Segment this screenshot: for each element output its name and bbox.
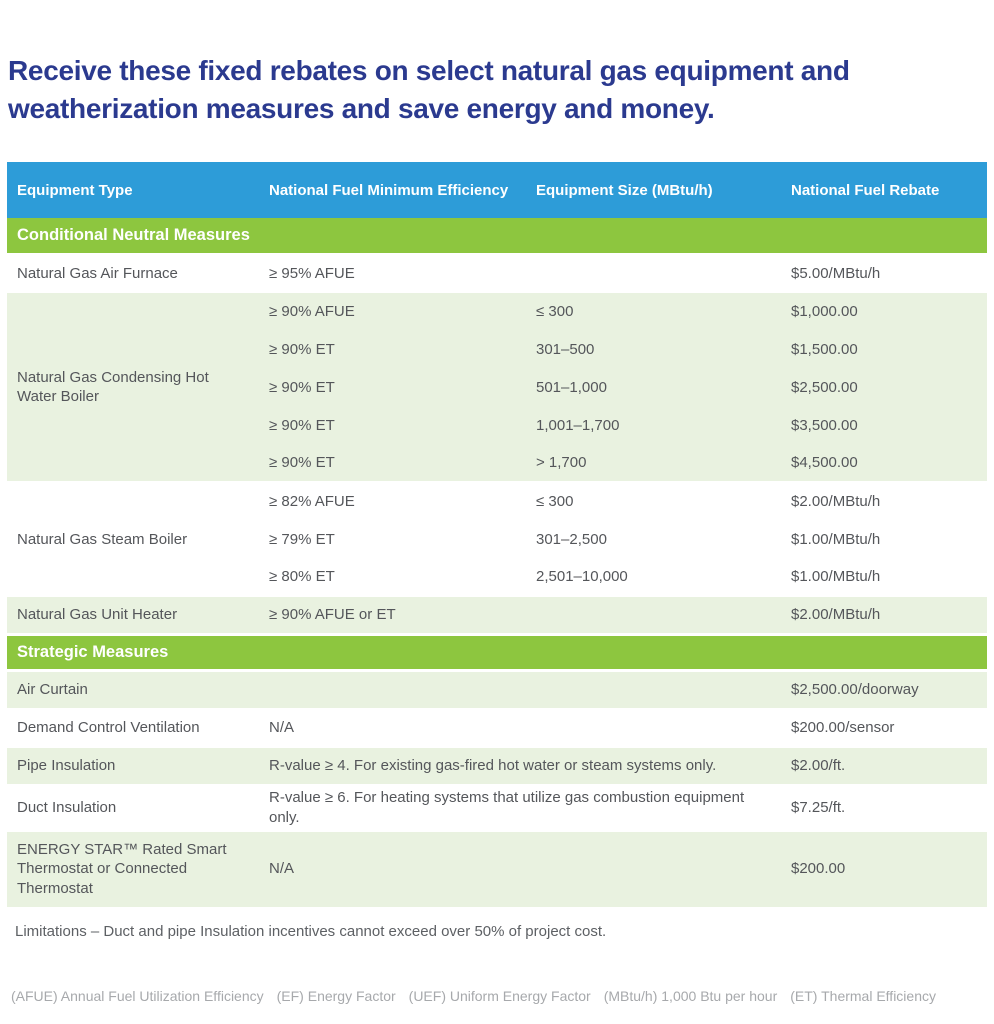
- footnote-item: (EF) Energy Factor: [276, 988, 396, 1005]
- equipment-cell: Natural Gas Air Furnace: [7, 253, 259, 293]
- rebate-table: Equipment Type National Fuel Minimum Eff…: [7, 162, 987, 908]
- efficiency-cell: ≥ 95% AFUE: [259, 253, 526, 293]
- size-cell: 1,001–1,700: [526, 406, 781, 445]
- limitations-note: Limitations – Duct and pipe Insulation i…: [15, 923, 607, 941]
- equipment-cell: Natural Gas Unit Heater: [7, 595, 259, 635]
- rebate-cell: $4,500.00: [781, 444, 987, 483]
- efficiency-cell: ≥ 90% AFUE or ET: [259, 595, 526, 635]
- size-cell: 301–500: [526, 330, 781, 369]
- equipment-cell: Natural Gas Steam Boiler: [7, 481, 259, 597]
- efficiency-cell: ≥ 90% ET: [259, 330, 526, 369]
- rebate-cell: $1.00/MBtu/h: [781, 520, 987, 559]
- table-row: ≥ 80% ET 2,501–10,000 $1.00/MBtu/h: [7, 558, 987, 597]
- rebate-cell: $7.25/ft.: [781, 784, 987, 831]
- efficiency-cell: [259, 669, 526, 710]
- equipment-cell: Duct Insulation: [7, 784, 259, 831]
- rebate-cell: $1.00/MBtu/h: [781, 558, 987, 597]
- rebate-cell: $3,500.00: [781, 406, 987, 445]
- rebate-cell: $2,500.00/doorway: [781, 669, 987, 710]
- page-title: Receive these fixed rebates on select na…: [8, 55, 850, 125]
- efficiency-cell: N/A: [259, 829, 526, 908]
- footnote-item: (AFUE) Annual Fuel Utilization Efficienc…: [11, 988, 264, 1005]
- table-row: Natural Gas Air Furnace ≥ 95% AFUE $5.00/M…: [7, 253, 987, 293]
- efficiency-cell: ≥ 79% ET: [259, 520, 526, 559]
- equipment-cell: Demand Control Ventilation: [7, 708, 259, 748]
- efficiency-cell: ≥ 82% AFUE: [259, 481, 526, 521]
- size-cell: [526, 253, 781, 293]
- table-row: Duct Insulation R-value ≥ 6. For heating …: [7, 784, 987, 831]
- section-band-row: Strategic Measures: [7, 633, 987, 673]
- footnote-item: (MBtu/h) 1,000 Btu per hour: [603, 988, 778, 1005]
- equipment-cell: Air Curtain: [7, 669, 259, 710]
- footnote-item: (ET) Thermal Efficiency: [790, 988, 936, 1005]
- size-cell: [526, 829, 781, 908]
- efficiency-cell: R-value ≥ 6. For heating systems that ut…: [259, 784, 781, 831]
- size-cell: [526, 669, 781, 710]
- efficiency-cell: ≥ 90% ET: [259, 406, 526, 445]
- table-row: ≥ 90% ET 1,001–1,700 $3,500.00: [7, 406, 987, 445]
- column-header-equipment-type: Equipment Type: [7, 162, 259, 219]
- table-row: ≥ 79% ET 301–2,500 $1.00/MBtu/h: [7, 520, 987, 559]
- table-row: ≥ 90% ET 501–1,000 $2,500.00: [7, 368, 987, 407]
- efficiency-cell: ≥ 90% ET: [259, 444, 526, 483]
- rebate-cell: $200.00/sensor: [781, 708, 987, 748]
- size-cell: ≤ 300: [526, 291, 781, 331]
- rebate-cell: $2.00/MBtu/h: [781, 481, 987, 521]
- efficiency-cell: N/A: [259, 708, 526, 748]
- size-cell: [526, 595, 781, 635]
- rebate-table-body: Conditional Neutral Measures Natural Gas …: [7, 218, 987, 908]
- rebate-cell: $200.00: [781, 829, 987, 908]
- efficiency-cell: ≥ 90% ET: [259, 368, 526, 407]
- column-header-equipment-size: Equipment Size (MBtu/h): [526, 162, 781, 219]
- size-cell: > 1,700: [526, 444, 781, 483]
- table-row: ENERGY STAR™ Rated Smart Thermostat or C…: [7, 829, 987, 908]
- rebate-cell: $2.00/MBtu/h: [781, 595, 987, 635]
- table-row: Demand Control Ventilation N/A $200.00/sen…: [7, 708, 987, 748]
- abbreviation-footnotes: (AFUE) Annual Fuel Utilization Efficienc…: [11, 988, 987, 1004]
- rebate-cell: $1,000.00: [781, 291, 987, 331]
- rebate-cell: $1,500.00: [781, 330, 987, 369]
- section-band-row: Conditional Neutral Measures: [7, 218, 987, 256]
- column-header-rebate: National Fuel Rebate: [781, 162, 987, 219]
- efficiency-cell: ≥ 90% AFUE: [259, 291, 526, 331]
- table-row: Natural Gas Steam Boiler ≥ 82% AFUE ≤ 300 $…: [7, 481, 987, 597]
- table-row: Natural Gas Unit Heater ≥ 90% AFUE or ET $…: [7, 595, 987, 635]
- section-title: Conditional Neutral Measures: [7, 218, 987, 256]
- size-cell: 2,501–10,000: [526, 558, 781, 597]
- size-cell: [526, 708, 781, 748]
- rebate-cell: $2,500.00: [781, 368, 987, 407]
- table-row: Air Curtain $2,500.00/doorway: [7, 669, 987, 710]
- size-cell: ≤ 300: [526, 481, 781, 521]
- equipment-cell: ENERGY STAR™ Rated Smart Thermostat or C…: [7, 829, 259, 908]
- equipment-cell: Pipe Insulation: [7, 746, 259, 786]
- column-header-minimum-efficiency: National Fuel Minimum Efficiency: [259, 162, 526, 219]
- table-header-row: Equipment Type National Fuel Minimum Eff…: [7, 162, 987, 219]
- table-row: Pipe Insulation R-value ≥ 4. For existing…: [7, 746, 987, 786]
- section-title: Strategic Measures: [7, 633, 987, 673]
- table-row: ≥ 90% ET 301–500 $1,500.00: [7, 330, 987, 369]
- size-cell: 301–2,500: [526, 520, 781, 559]
- size-cell: 501–1,000: [526, 368, 781, 407]
- equipment-cell: Natural Gas Condensing Hot Water Boiler: [7, 291, 259, 483]
- table-row: ≥ 90% ET > 1,700 $4,500.00: [7, 444, 987, 483]
- footnote-item: (UEF) Uniform Energy Factor: [408, 988, 591, 1005]
- rebate-cell: $5.00/MBtu/h: [781, 253, 987, 293]
- efficiency-cell: R-value ≥ 4. For existing gas-fired hot …: [259, 746, 781, 786]
- rebate-cell: $2.00/ft.: [781, 746, 987, 786]
- efficiency-cell: ≥ 80% ET: [259, 558, 526, 597]
- table-row: Natural Gas Condensing Hot Water Boiler ≥…: [7, 291, 987, 483]
